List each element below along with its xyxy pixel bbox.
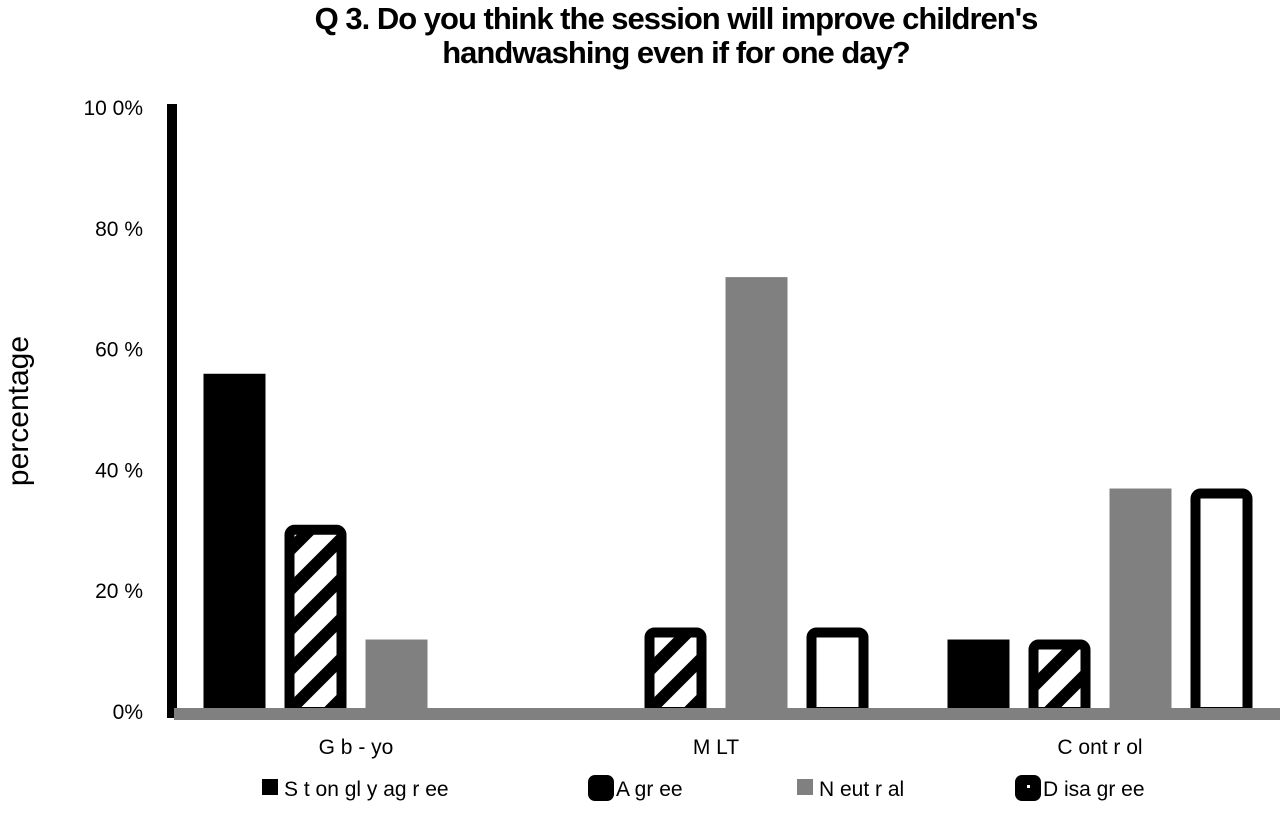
x-axis-line [174, 708, 1280, 720]
chart-title: Q 3. Do you think the session will impro… [315, 1, 1039, 70]
category-labels: G b - yo M LT C ont r ol [319, 736, 1143, 759]
legend-item: A gr ee [588, 775, 683, 801]
bar [1190, 488, 1253, 717]
bar [1028, 639, 1091, 718]
legend-label: S t on gl y ag r ee [284, 778, 449, 801]
bar [644, 627, 707, 717]
legend-label: N eut r al [819, 778, 904, 801]
x-tick-label: C ont r ol [1057, 736, 1142, 759]
title-line-1: Q 3. Do you think the session will impro… [315, 1, 1038, 36]
bar [365, 639, 428, 712]
legend-item: S t on gl y ag r ee [262, 778, 449, 801]
y-tick-label: 60 % [95, 339, 143, 362]
y-tick-label: 10 0% [83, 97, 143, 120]
legend: S t on gl y ag r ee A gr ee N eut r al D is… [262, 775, 1145, 801]
legend-swatch [262, 779, 278, 795]
bar [725, 277, 788, 712]
bar [1109, 488, 1172, 712]
x-tick-label: G b - yo [319, 736, 394, 759]
axes [167, 104, 1280, 720]
bar [203, 373, 266, 712]
legend-swatch [797, 779, 813, 795]
bar [284, 524, 347, 718]
y-tick-label: 0% [113, 701, 143, 724]
legend-swatch-dot [1027, 785, 1030, 788]
legend-item: N eut r al [797, 778, 904, 801]
y-tick-label: 20 % [95, 580, 143, 603]
title-line-2: handwashing even if for one day? [442, 35, 910, 70]
legend-label: D isa gr ee [1043, 778, 1145, 801]
legend-label: A gr ee [616, 778, 683, 801]
legend-item: D isa gr ee [1015, 775, 1145, 801]
y-axis-label: percentage [2, 336, 35, 486]
y-tick-labels: 0% 20 % 40 % 60 % 80 % 10 0% [83, 97, 143, 724]
y-axis-line [167, 104, 177, 718]
bars [203, 277, 1253, 718]
y-tick-label: 80 % [95, 218, 143, 241]
x-tick-label: M LT [693, 736, 739, 759]
legend-swatch [588, 775, 614, 801]
bar [806, 627, 869, 717]
bar [947, 639, 1010, 712]
y-tick-label: 40 % [95, 459, 143, 482]
